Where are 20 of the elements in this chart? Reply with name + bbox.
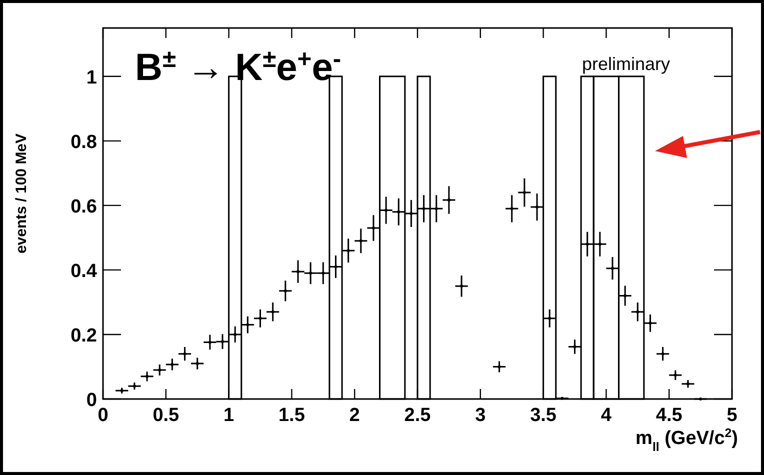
y-tick-label: 0 (86, 390, 97, 411)
y-tick-label: 0.4 (70, 260, 98, 282)
y-tick-label: 0.8 (70, 132, 97, 153)
annotation: B$^{±}$ → K$^{±}$e$^{+}$e$^{-}$ (135, 46, 342, 89)
x-tick-label: 1 (224, 405, 235, 426)
y-tick-label: 1 (86, 67, 98, 88)
x-axis-title: m$_{ll}$ (GeV/c$^{2}$) (636, 426, 738, 454)
x-tick-label: 4.5 (656, 405, 683, 426)
x-tick-label: 3.5 (530, 405, 557, 426)
y-axis-title: events / 100 MeV (13, 133, 30, 254)
annotation: preliminary (582, 54, 670, 74)
x-tick-label: 1.5 (278, 405, 306, 426)
x-tick-label: 5 (726, 405, 738, 426)
x-tick-label: 0.5 (152, 405, 180, 426)
x-tick-label: 3 (475, 405, 486, 426)
x-tick-label: 4 (600, 405, 612, 426)
y-tick-label: 0.2 (70, 325, 97, 346)
y-tick-label: 0.6 (70, 196, 97, 218)
x-tick-label: 2 (349, 405, 360, 426)
x-tick-label: 2.5 (404, 405, 432, 426)
